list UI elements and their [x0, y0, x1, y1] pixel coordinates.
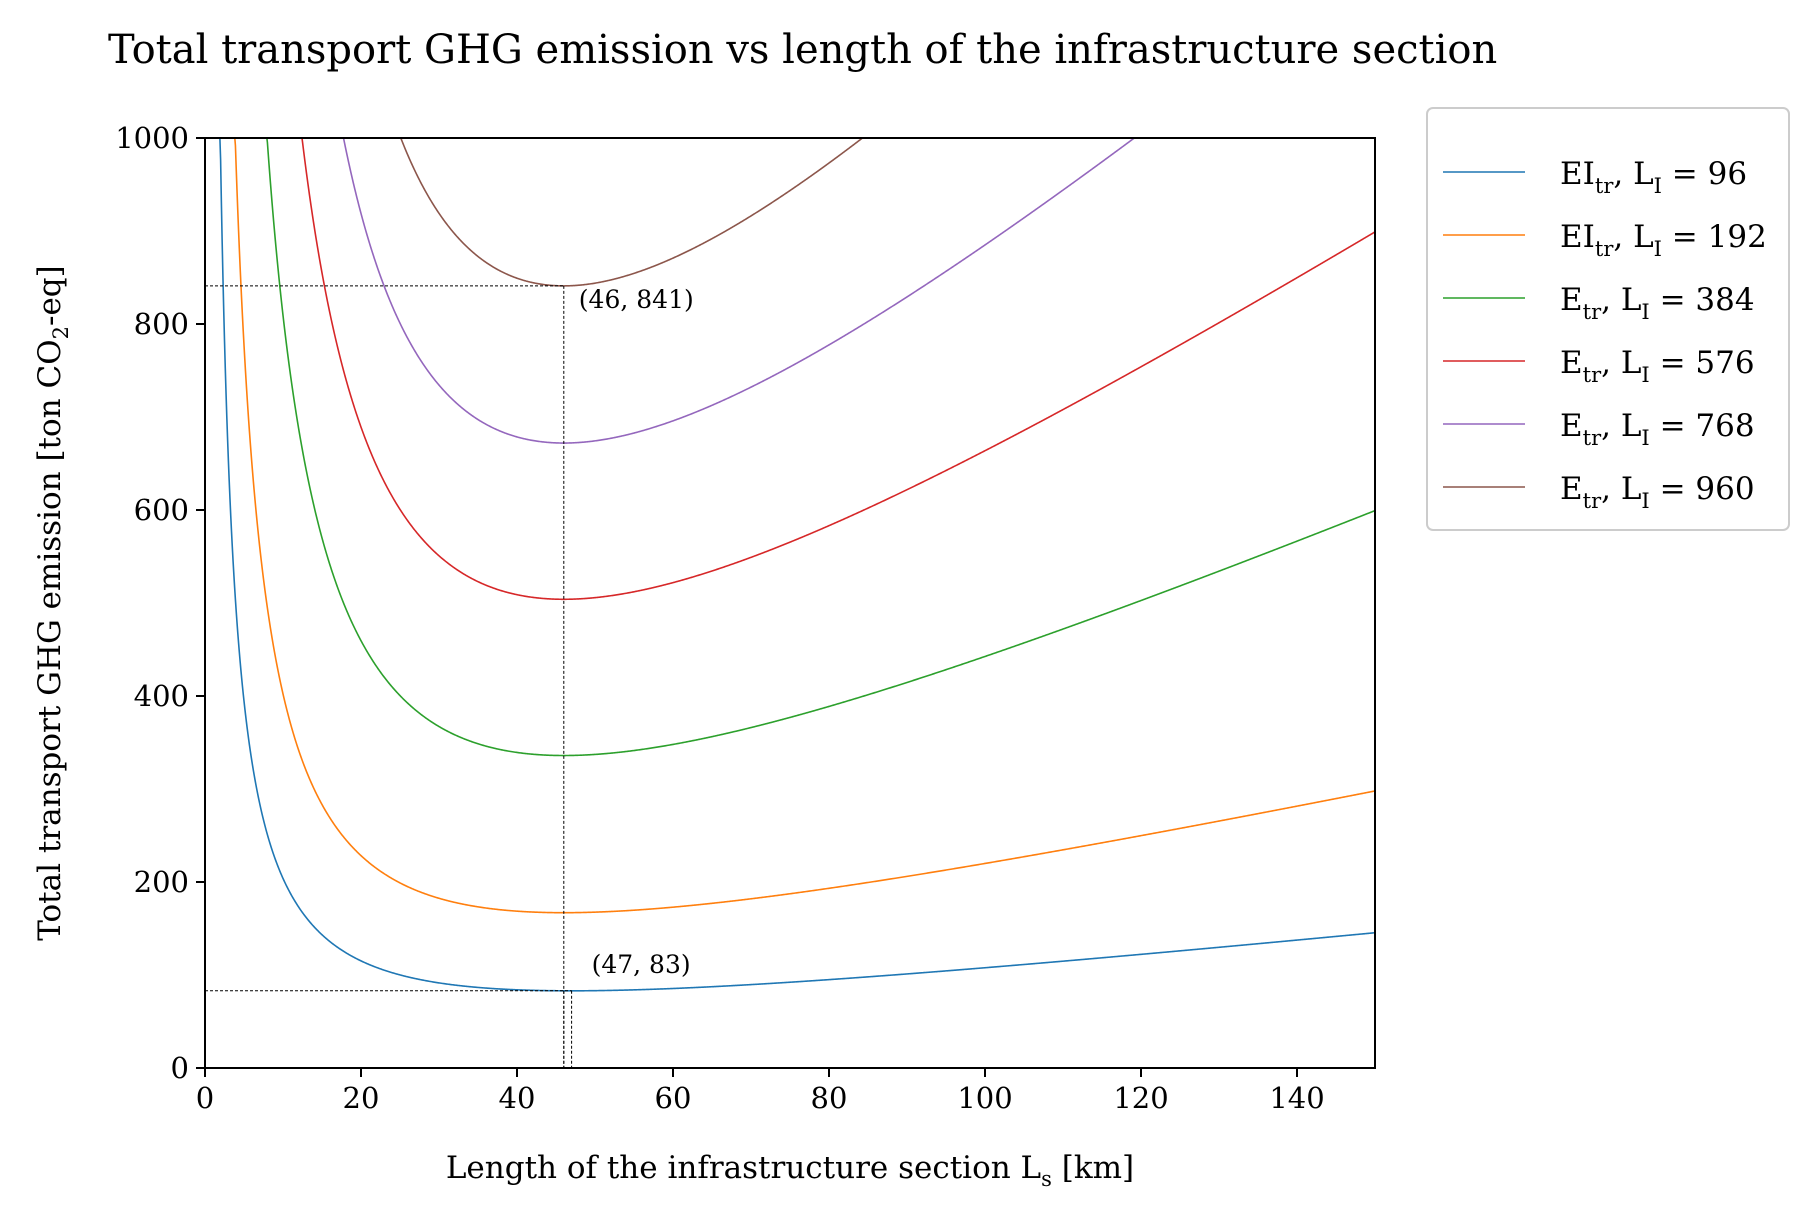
minimum-guides [205, 285, 573, 1068]
series-line-3 [301, 138, 1375, 601]
y-tick-label-0: 0 [171, 1051, 189, 1085]
x-tick-label-6: 120 [1113, 1081, 1168, 1115]
series-line-1 [234, 138, 1375, 914]
chart-title: Total transport GHG emission vs length o… [108, 27, 1497, 73]
plot-frame [204, 137, 1376, 1069]
x-tick-label-1: 20 [343, 1081, 380, 1115]
legend-label-5: Etr, LI = 960 [1560, 471, 1755, 513]
annotation-0: (46, 841) [579, 285, 694, 314]
y-tick-label-3: 600 [134, 493, 189, 527]
y-tick-label-4: 800 [134, 307, 189, 341]
y-tick-label-1: 200 [134, 865, 189, 899]
y-axis-label-suffix: -eq] [32, 265, 68, 326]
x-axis-ticks: 0 20 40 60 80 100 120 140 [196, 1068, 1325, 1115]
annotation-1: (47, 83) [592, 950, 691, 979]
x-tick-label-0: 0 [196, 1081, 214, 1115]
x-tick-label-5: 100 [957, 1081, 1012, 1115]
legend-label-0: EItr, LI = 96 [1560, 156, 1747, 198]
x-axis-label: Length of the infrastructure section Ls … [446, 1150, 1134, 1191]
annotations: (46, 841) (47, 83) [579, 285, 694, 979]
y-tick-label-2: 400 [134, 679, 189, 713]
legend-items: EItr, LI = 96 EItr, LI = 192 Etr, LI = 384… [1443, 156, 1767, 513]
y-axis-label: Total transport GHG emission [ton CO2-eq… [32, 265, 73, 941]
x-tick-label-4: 80 [811, 1081, 848, 1115]
series-line-5 [399, 138, 864, 287]
y-axis-label-main: Total transport GHG emission [ton CO [32, 339, 68, 940]
series-line-4 [342, 138, 1136, 444]
y-axis-ticks: 0 200 400 600 800 1000 [115, 121, 205, 1085]
series-line-0 [219, 138, 1375, 992]
x-axis-label-sub: s [1041, 1167, 1052, 1191]
x-tick-label-3: 60 [655, 1081, 692, 1115]
y-tick-label-5: 1000 [115, 121, 189, 155]
x-tick-label-2: 40 [499, 1081, 536, 1115]
legend-label-4: Etr, LI = 768 [1560, 408, 1755, 450]
x-tick-label-7: 140 [1269, 1081, 1324, 1115]
x-axis-label-suffix: [km] [1052, 1150, 1134, 1186]
legend-label-1: EItr, LI = 192 [1560, 219, 1767, 261]
plot-curves [219, 138, 1375, 992]
legend-label-3: Etr, LI = 576 [1560, 345, 1755, 387]
legend-label-2: Etr, LI = 384 [1560, 282, 1755, 324]
series-line-2 [266, 138, 1375, 757]
legend: EItr, LI = 96 EItr, LI = 192 Etr, LI = 384… [1426, 107, 1790, 531]
x-axis-label-main: Length of the infrastructure section L [446, 1150, 1041, 1186]
y-axis-label-sub: 2 [49, 326, 73, 339]
